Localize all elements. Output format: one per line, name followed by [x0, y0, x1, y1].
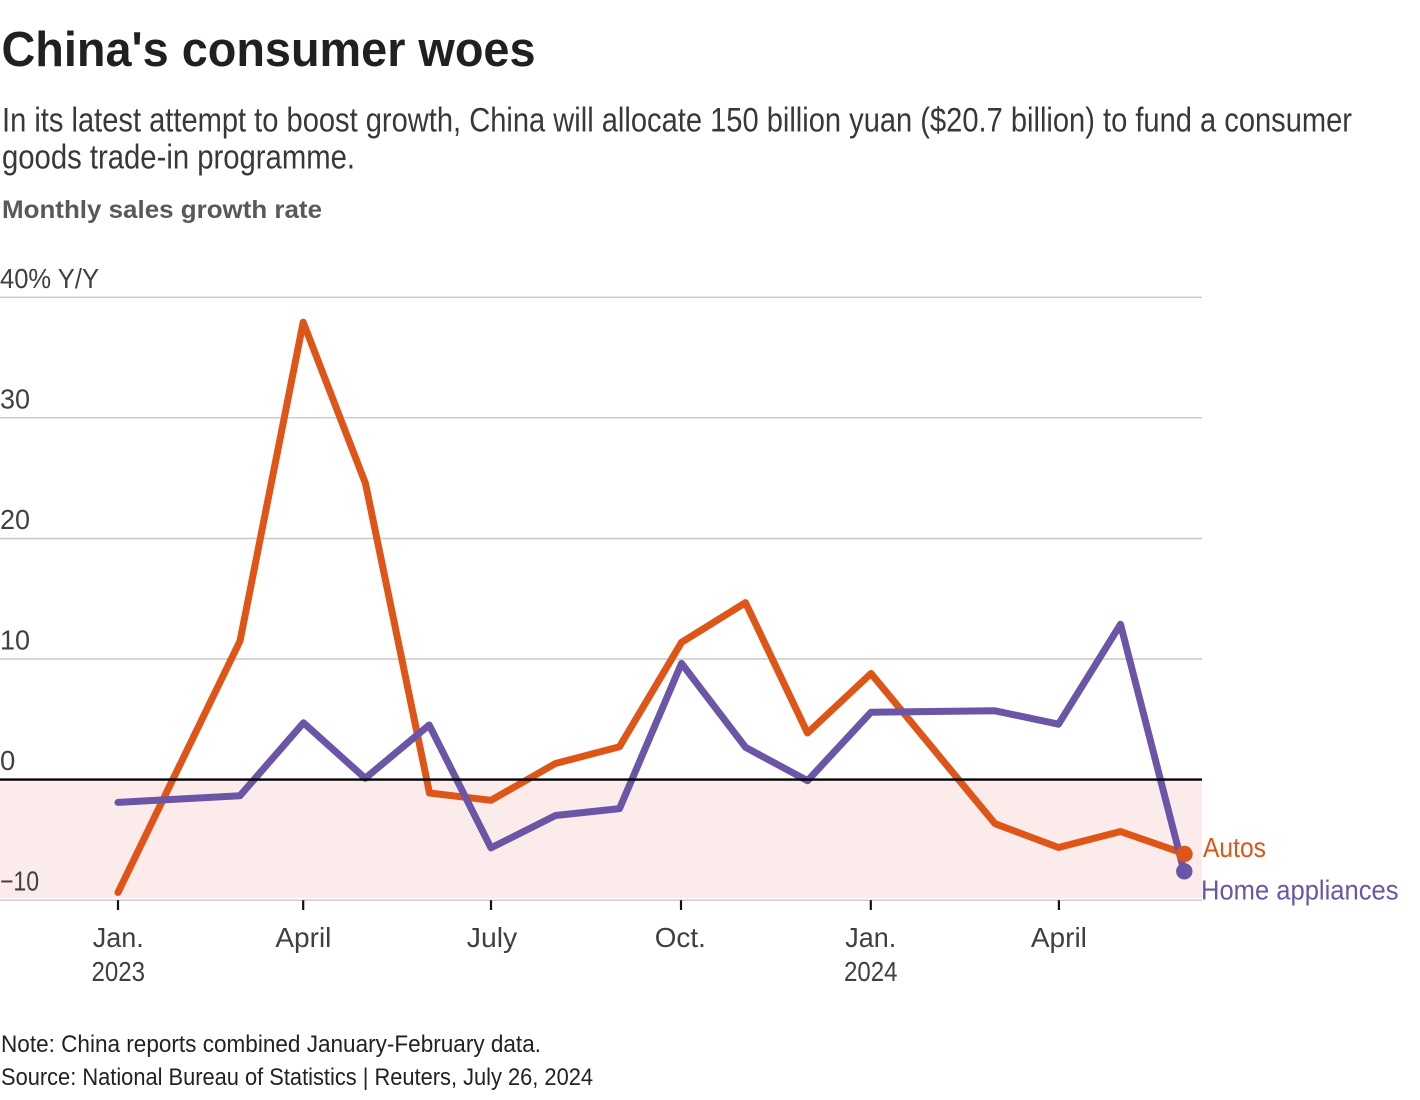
- svg-text:Jan.: Jan.: [845, 922, 896, 953]
- svg-text:Monthly sales growth rate: Monthly sales growth rate: [2, 196, 322, 224]
- svg-text:2024: 2024: [844, 956, 898, 987]
- svg-text:China's consumer woes: China's consumer woes: [2, 22, 536, 77]
- svg-text:Note: China reports combined J: Note: China reports combined January-Feb…: [1, 1031, 541, 1058]
- svg-text:April: April: [1031, 922, 1087, 953]
- svg-text:40% Y/Y: 40% Y/Y: [0, 263, 99, 294]
- svg-text:Jan.: Jan.: [93, 922, 144, 953]
- svg-text:In its latest attempt to boost: In its latest attempt to boost growth, C…: [2, 102, 1352, 140]
- svg-text:2023: 2023: [92, 956, 146, 987]
- svg-text:April: April: [275, 922, 331, 953]
- svg-text:30: 30: [0, 384, 30, 415]
- svg-text:Source: National Bureau of Sta: Source: National Bureau of Statistics | …: [1, 1064, 593, 1091]
- svg-text:July: July: [467, 922, 518, 953]
- svg-text:Home appliances: Home appliances: [1201, 875, 1399, 906]
- svg-text:Oct.: Oct.: [655, 922, 706, 953]
- svg-text:0: 0: [0, 745, 15, 776]
- svg-text:20: 20: [0, 504, 30, 535]
- svg-text:−10: −10: [0, 866, 39, 897]
- svg-text:10: 10: [0, 625, 30, 656]
- svg-text:goods trade-in programme.: goods trade-in programme.: [2, 139, 355, 177]
- svg-text:Autos: Autos: [1203, 832, 1266, 863]
